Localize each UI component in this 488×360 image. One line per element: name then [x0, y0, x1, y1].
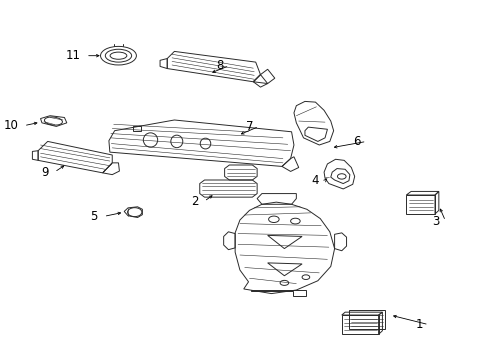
Text: 7: 7: [245, 120, 253, 133]
Text: 9: 9: [41, 166, 48, 179]
Text: 1: 1: [415, 318, 422, 331]
Text: 3: 3: [431, 215, 439, 228]
Text: 10: 10: [3, 119, 18, 132]
Text: 8: 8: [216, 59, 223, 72]
Text: 6: 6: [353, 135, 360, 148]
Text: 5: 5: [90, 210, 98, 223]
Text: 4: 4: [311, 174, 319, 187]
Text: 11: 11: [65, 49, 80, 62]
Text: 2: 2: [190, 195, 198, 208]
